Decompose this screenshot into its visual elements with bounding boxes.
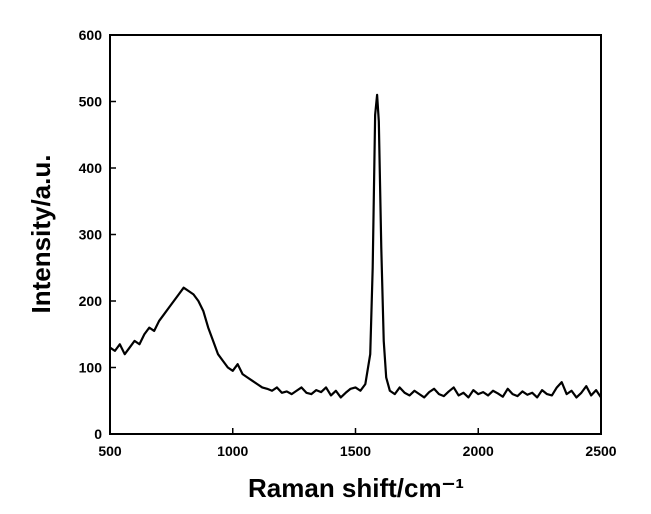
x-axis-title: Raman shift/cm⁻¹ bbox=[248, 473, 464, 503]
x-tick-label: 500 bbox=[98, 443, 122, 459]
x-tick-label: 2500 bbox=[585, 443, 616, 459]
y-tick-label: 0 bbox=[94, 426, 102, 442]
y-tick-label: 200 bbox=[79, 293, 103, 309]
plot-frame bbox=[109, 34, 602, 435]
y-tick-label: 100 bbox=[79, 360, 103, 376]
x-tick-label: 1000 bbox=[217, 443, 248, 459]
y-tick-label: 600 bbox=[79, 27, 103, 43]
x-tick-label: 1500 bbox=[340, 443, 371, 459]
x-tick-label: 2000 bbox=[463, 443, 494, 459]
y-tick-label: 300 bbox=[79, 227, 103, 243]
spectrum-line bbox=[109, 93, 602, 399]
y-axis-title: Intensity/a.u. bbox=[26, 155, 56, 314]
y-tick-label: 500 bbox=[79, 94, 103, 110]
y-tick-label: 400 bbox=[79, 160, 103, 176]
